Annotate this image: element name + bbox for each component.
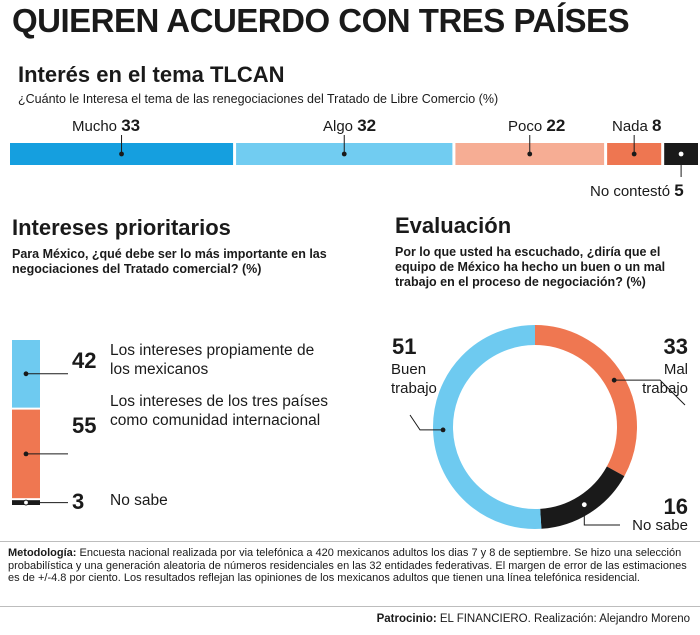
label-algo-value: 32 bbox=[357, 116, 377, 135]
label-poco-value: 22 bbox=[546, 116, 566, 135]
priority-label-no-sabe: No sabe bbox=[110, 492, 168, 509]
divider-bottom bbox=[0, 606, 700, 607]
label-mucho-text: Mucho bbox=[72, 118, 118, 135]
bar-poco-dot bbox=[527, 151, 533, 157]
label-algo: Algo 32 bbox=[323, 116, 376, 136]
label-poco-text: Poco bbox=[508, 118, 543, 135]
donut-leader-mal-trabajo bbox=[614, 379, 686, 406]
donut-slice-buen-trabajo bbox=[433, 325, 542, 529]
priority-value-mexicanos: 42 bbox=[72, 348, 97, 373]
bar-algo-dot bbox=[341, 151, 347, 157]
label-nada-value: 8 bbox=[652, 116, 662, 135]
label-nada: Nada 8 bbox=[612, 116, 662, 136]
bar-mucho-dot bbox=[119, 151, 124, 157]
ring-label-buen: Buen trabajo bbox=[391, 360, 437, 398]
methodology-text: Encuesta nacional realizada por via tele… bbox=[8, 547, 687, 584]
ring-label-buen-line1: Buen bbox=[391, 361, 427, 378]
ring-value-mal: 33 bbox=[663, 334, 688, 359]
label-mucho: Mucho 33 bbox=[72, 116, 140, 136]
label-no-contesto-text: No contestó bbox=[590, 183, 671, 200]
ring-label-mal-line2: trabajo bbox=[642, 380, 688, 397]
donut-slice-mal-trabajo bbox=[534, 325, 637, 477]
question-interes: ¿Cuánto le Interesa el tema de las reneg… bbox=[18, 92, 499, 106]
question-evaluacion: Por lo que usted ha escuchado, ¿diría qu… bbox=[395, 245, 666, 289]
main-title: QUIEREN ACUERDO CON TRES PAÍSES bbox=[12, 2, 630, 39]
credit-text: EL FINANCIERO. Realización: Alejandro Mo… bbox=[439, 613, 690, 625]
ring-label-mal-line1: Mal bbox=[663, 361, 688, 378]
priority-bar-los-intereses-propiamente-de-l-dot bbox=[23, 371, 29, 377]
divider-top bbox=[0, 541, 700, 542]
bar-no-contesto-dot bbox=[678, 151, 684, 157]
priority-bar-los-intereses-de-los-tres-pais-dot bbox=[23, 451, 29, 457]
credit-line: Patrocinio: EL FINANCIERO. Realización: … bbox=[377, 613, 690, 625]
interest-stacked-bar-chart bbox=[10, 135, 698, 177]
donut-leader-mal-trabajo-dot bbox=[611, 377, 617, 383]
section-title-interes: Interés en el tema TLCAN bbox=[18, 62, 285, 87]
donut-leader-no-sabe-dot bbox=[581, 502, 587, 508]
donut-leader-buen-trabajo bbox=[409, 414, 444, 431]
label-no-contesto-value: 5 bbox=[674, 181, 684, 200]
donut-leader-no-sabe bbox=[583, 504, 620, 526]
methodology-label: Metodología: bbox=[8, 547, 77, 559]
ring-label-mal: Mal trabajo bbox=[642, 360, 688, 398]
priority-stacked-bar-chart bbox=[12, 340, 68, 506]
section-title-prioritarios: Intereses prioritarios bbox=[12, 215, 231, 240]
priority-bar-no-sabe-dot bbox=[23, 499, 29, 506]
section-title-evaluacion: Evaluación bbox=[395, 213, 512, 238]
label-no-contesto: No contestó 5 bbox=[590, 181, 684, 201]
label-algo-text: Algo bbox=[323, 118, 354, 135]
ring-value-no-sabe: 16 bbox=[663, 494, 688, 519]
label-poco: Poco 22 bbox=[508, 116, 565, 136]
credit-label: Patrocinio: bbox=[376, 613, 437, 625]
evaluation-donut-chart bbox=[409, 325, 686, 529]
donut-slice-no-sabe bbox=[539, 466, 625, 529]
methodology-note: Metodología: Encuesta nacional realizada… bbox=[8, 547, 692, 585]
bar-nada-dot bbox=[631, 151, 637, 157]
priority-label-mexicanos: Los intereses propiamente de los mexican… bbox=[110, 342, 315, 378]
priority-label-tres-paises: Los intereses de los tres países como co… bbox=[110, 393, 328, 429]
ring-value-buen: 51 bbox=[392, 334, 417, 359]
label-nada-text: Nada bbox=[612, 118, 648, 135]
priority-value-tres-paises: 55 bbox=[72, 413, 97, 438]
donut-leader-buen-trabajo-dot bbox=[440, 427, 446, 433]
label-mucho-value: 33 bbox=[121, 116, 141, 135]
priority-value-no-sabe: 3 bbox=[72, 489, 85, 514]
ring-label-no-sabe: No sabe bbox=[632, 517, 688, 534]
question-prioritarios: Para México, ¿qué debe ser lo más import… bbox=[12, 247, 327, 276]
ring-label-buen-line2: trabajo bbox=[391, 380, 437, 397]
